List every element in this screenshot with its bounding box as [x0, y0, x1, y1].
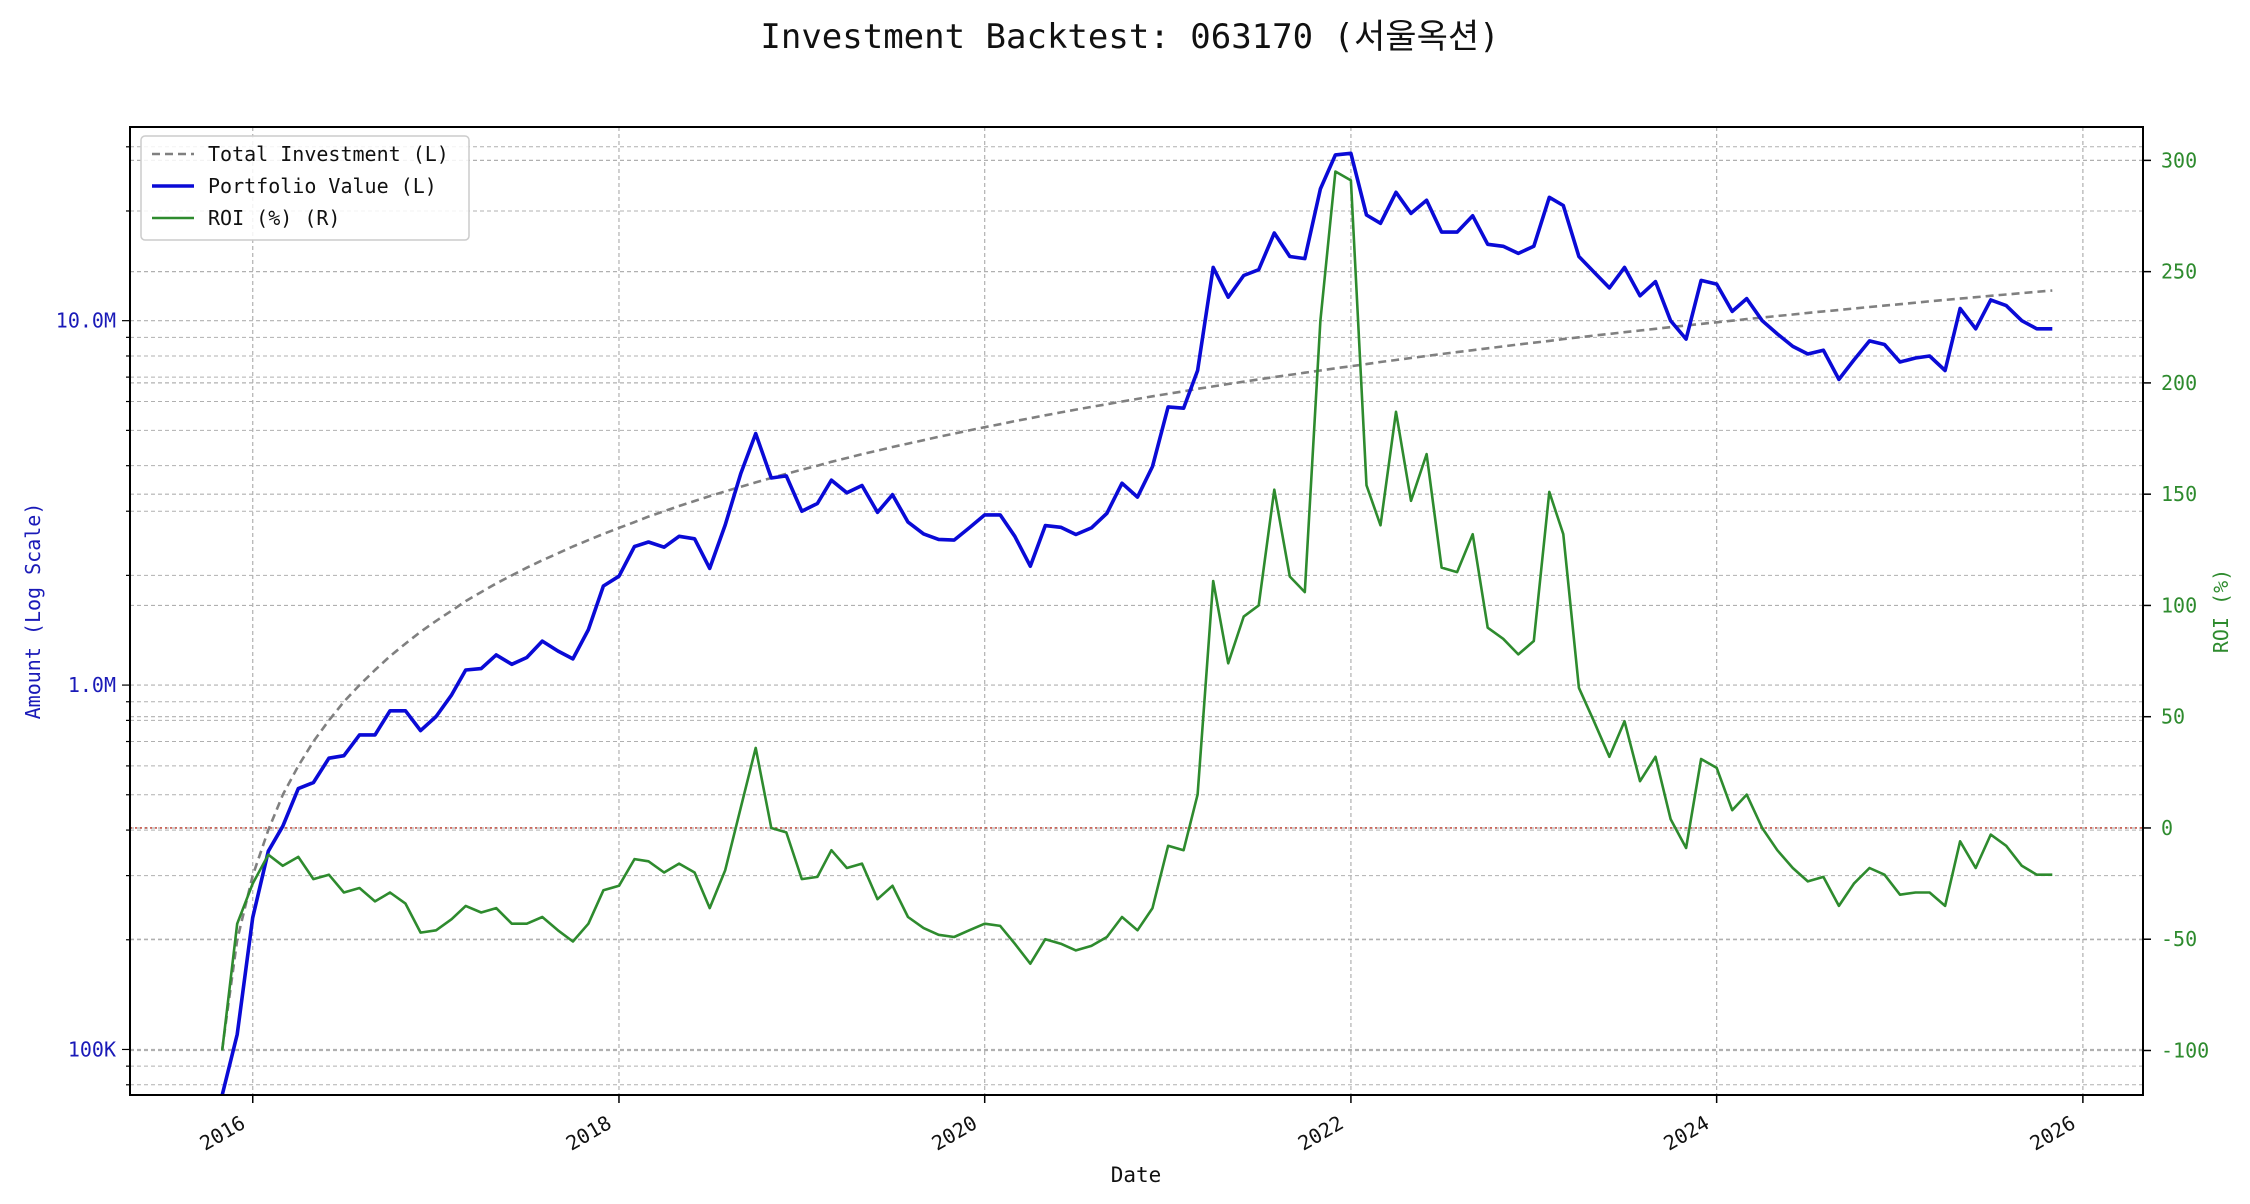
y-right-tick-label: 150: [2161, 482, 2197, 506]
legend-label: Total Investment (L): [208, 142, 449, 166]
x-tick-label: 2020: [927, 1111, 981, 1156]
y-right-tick-label: -50: [2161, 927, 2197, 951]
y-left-tick-label: 100K: [68, 1037, 116, 1061]
y-right-tick-label: 200: [2161, 371, 2197, 395]
y-right-tick-label: 300: [2161, 148, 2197, 172]
x-tick-label: 2018: [562, 1111, 616, 1156]
x-tick-label: 2016: [196, 1111, 250, 1156]
y-right-tick-label: 0: [2161, 816, 2173, 840]
x-tick-label: 2024: [1659, 1111, 1713, 1156]
legend-label: ROI (%) (R): [208, 206, 340, 230]
legend: Total Investment (L) Portfolio Value (L) R…: [140, 135, 470, 241]
y-left-tick-label: 1.0M: [68, 673, 116, 697]
x-tick-label: 2026: [2026, 1111, 2080, 1156]
legend-label: Portfolio Value (L): [208, 174, 437, 198]
y-right-tick-label: 250: [2161, 260, 2197, 284]
series-layer: [220, 151, 2053, 1096]
legend-box: [140, 135, 470, 241]
x-axis-label: Date: [1111, 1163, 1162, 1187]
total-investment-line: [220, 289, 2053, 1050]
y-axis-left: 100K 1.0M 10.0M: [56, 146, 130, 1086]
y-right-tick-label: 50: [2161, 705, 2185, 729]
y-axis-right: -100 -50 0 50 100 150 200 250 300: [2143, 148, 2209, 1062]
chart-title: Investment Backtest: 063170 (서울옥션): [760, 17, 1499, 57]
x-axis: 2016 2018 2020 2022 2024 2026: [196, 1095, 2084, 1156]
grid: [130, 127, 2143, 1095]
y-axis-right-label: ROI (%): [2209, 569, 2233, 653]
roi-line: [220, 170, 2053, 1051]
y-right-tick-label: -100: [2161, 1038, 2209, 1062]
plot-frame: [129, 126, 2144, 1096]
x-tick-label: 2022: [1294, 1111, 1348, 1156]
portfolio-value-line: [220, 151, 2053, 1096]
y-axis-left-label: Amount (Log Scale): [21, 503, 45, 720]
y-left-tick-label: 10.0M: [56, 309, 116, 333]
y-right-tick-label: 100: [2161, 593, 2197, 617]
